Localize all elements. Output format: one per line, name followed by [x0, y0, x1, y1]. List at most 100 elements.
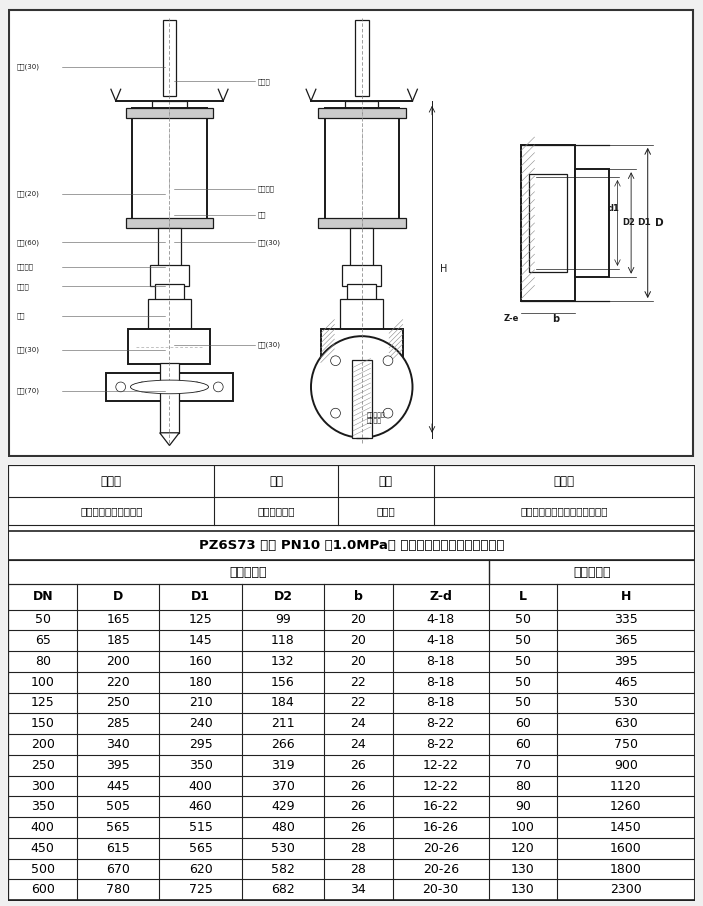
Bar	[321, 330, 403, 364]
Text: Z-d: Z-d	[430, 591, 452, 603]
Text: 130: 130	[511, 883, 535, 896]
Circle shape	[311, 336, 413, 438]
Text: 导轨(30): 导轨(30)	[16, 346, 39, 353]
Text: 24: 24	[351, 718, 366, 730]
Text: 阀体(30): 阀体(30)	[257, 342, 280, 348]
Text: b: b	[354, 591, 363, 603]
Text: 联接: 联接	[257, 212, 266, 218]
Text: 8-22: 8-22	[427, 718, 455, 730]
Circle shape	[137, 382, 147, 391]
Bar	[126, 218, 214, 227]
Text: DN: DN	[32, 591, 53, 603]
Text: 70: 70	[515, 758, 531, 772]
Text: 20: 20	[350, 655, 366, 668]
Text: D2: D2	[273, 591, 292, 603]
Text: 615: 615	[106, 842, 130, 854]
Text: 582: 582	[271, 863, 295, 875]
Text: 500: 500	[31, 863, 55, 875]
Text: 1600: 1600	[610, 842, 642, 854]
Text: 26: 26	[351, 779, 366, 793]
Text: 标准参数值: 标准参数值	[230, 565, 267, 579]
Text: 90: 90	[515, 800, 531, 814]
Text: b: b	[553, 313, 560, 323]
Text: 725: 725	[188, 883, 212, 896]
Ellipse shape	[131, 381, 209, 394]
Text: 620: 620	[188, 863, 212, 875]
Text: 445: 445	[106, 779, 130, 793]
Bar	[152, 101, 187, 115]
Bar	[157, 227, 181, 267]
Text: 1260: 1260	[610, 800, 642, 814]
Text: 60: 60	[515, 718, 531, 730]
Text: 20-30: 20-30	[423, 883, 459, 896]
Text: PZ6S73 系列 PN10 （1.0MPa） 手气双驱动刀型阀门主要参数: PZ6S73 系列 PN10 （1.0MPa） 手气双驱动刀型阀门主要参数	[199, 539, 504, 552]
Text: 填料函: 填料函	[16, 283, 29, 290]
Text: 460: 460	[188, 800, 212, 814]
Text: 20: 20	[350, 613, 366, 626]
Text: 22: 22	[351, 697, 366, 709]
Text: 50: 50	[515, 634, 531, 647]
Text: 34: 34	[351, 883, 366, 896]
Text: d1: d1	[607, 204, 619, 213]
Text: 150: 150	[31, 718, 55, 730]
Text: 515: 515	[188, 821, 212, 834]
Text: 480: 480	[271, 821, 295, 834]
Bar	[352, 360, 371, 438]
Circle shape	[330, 356, 340, 366]
Text: 395: 395	[614, 655, 638, 668]
Text: 填料(60): 填料(60)	[16, 239, 39, 246]
Text: 50: 50	[515, 697, 531, 709]
Text: 12-22: 12-22	[423, 758, 458, 772]
Text: 400: 400	[188, 779, 212, 793]
Text: 60: 60	[515, 738, 531, 751]
Text: 8-18: 8-18	[427, 655, 455, 668]
Text: 395: 395	[106, 758, 130, 772]
Bar	[529, 174, 567, 272]
Bar	[150, 265, 189, 286]
Bar	[350, 227, 373, 267]
Text: 密封面合金
刀形闸板: 密封面合金 刀形闸板	[367, 412, 385, 424]
Text: 22: 22	[351, 676, 366, 689]
Text: 8-22: 8-22	[427, 738, 455, 751]
Bar	[318, 218, 406, 227]
Text: D1: D1	[637, 218, 651, 227]
Text: 16-26: 16-26	[423, 821, 458, 834]
Text: 参考参数值: 参考参数值	[573, 565, 610, 579]
Text: 50: 50	[515, 676, 531, 689]
Text: 80: 80	[515, 779, 531, 793]
Text: 2300: 2300	[610, 883, 642, 896]
Text: 295: 295	[188, 738, 212, 751]
Text: 50: 50	[515, 613, 531, 626]
Text: 335: 335	[614, 613, 638, 626]
Text: D1: D1	[191, 591, 210, 603]
Bar	[342, 265, 381, 286]
Text: 350: 350	[31, 800, 55, 814]
Text: 132: 132	[271, 655, 295, 668]
Text: 565: 565	[188, 842, 212, 854]
Text: 上盖(20): 上盖(20)	[16, 190, 39, 197]
Text: H: H	[440, 265, 447, 275]
Text: 1450: 1450	[610, 821, 642, 834]
Text: 465: 465	[614, 676, 638, 689]
Text: 100: 100	[31, 676, 55, 689]
Text: 26: 26	[351, 821, 366, 834]
Text: 505: 505	[106, 800, 130, 814]
Text: 50: 50	[34, 613, 51, 626]
Text: 220: 220	[106, 676, 130, 689]
Bar	[148, 299, 191, 331]
Polygon shape	[160, 433, 179, 446]
Circle shape	[330, 409, 340, 418]
Text: 26: 26	[351, 758, 366, 772]
Text: 不锈锃、碳锃、灰铸铁: 不锈锃、碳锃、灰铸铁	[80, 506, 143, 516]
Text: 145: 145	[188, 634, 212, 647]
Text: D: D	[654, 218, 663, 228]
Text: 碳锃、不锈锃: 碳锃、不锈锃	[257, 506, 295, 516]
Text: 130: 130	[511, 863, 535, 875]
Text: 565: 565	[106, 821, 130, 834]
Text: 80: 80	[34, 655, 51, 668]
Text: 4-18: 4-18	[427, 613, 455, 626]
Text: 阀盖: 阀盖	[16, 313, 25, 319]
Text: 橡胶、四氟、不锈锃、硬质合金: 橡胶、四氟、不锈锃、硬质合金	[520, 506, 608, 516]
Text: 400: 400	[31, 821, 55, 834]
Text: 1120: 1120	[610, 779, 642, 793]
